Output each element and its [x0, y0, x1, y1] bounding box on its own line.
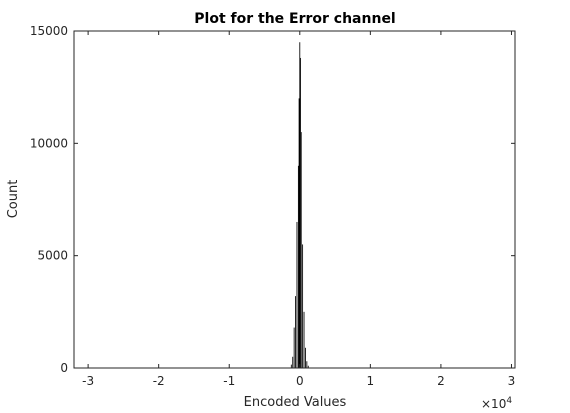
chart-title: Plot for the Error channel: [194, 11, 395, 27]
histogram-bar-8: [300, 57, 301, 369]
histogram-bar-4: [296, 221, 298, 368]
y-tick-label: 10000: [30, 136, 68, 150]
x-tick-label: -3: [82, 374, 94, 388]
x-tick-label: 1: [367, 374, 375, 388]
histogram-bar-12: [305, 347, 306, 368]
x-axis-ticks: -3 -2 -1 0 1 2 3: [82, 31, 515, 388]
histogram-bar-6: [298, 98, 300, 369]
histogram-bar-14: [307, 365, 309, 368]
plot-area-box: [73, 30, 516, 369]
x-axis-exponent: ×104: [481, 396, 512, 411]
y-axis-label: Count: [6, 180, 21, 219]
histogram-bar-13: [306, 361, 308, 368]
histogram-bar-11: [303, 311, 305, 368]
histogram-bar-1: [292, 356, 294, 368]
y-tick-label: 15000: [30, 24, 68, 38]
histogram-bar-0: [290, 364, 292, 368]
histogram-bar-7: [299, 42, 301, 368]
x-tick-label: -1: [223, 374, 235, 388]
x-axis-exponent-base: ×10: [481, 397, 506, 411]
histogram-bar-5: [297, 165, 299, 368]
x-tick-label: 2: [437, 374, 445, 388]
x-tick-label: 0: [296, 374, 304, 388]
histogram-bars: [290, 42, 309, 369]
histogram-bar-9: [300, 132, 302, 368]
x-axis-label: Encoded Values: [244, 395, 347, 410]
x-axis-exponent-power: 4: [506, 396, 512, 406]
histogram-bar-3: [295, 296, 296, 368]
y-tick-label: 0: [60, 361, 68, 375]
histogram-bar-10: [302, 244, 304, 368]
histogram-bar-2: [293, 327, 295, 368]
x-tick-label: -2: [153, 374, 165, 388]
y-axis-ticks: 0 5000 10000 15000: [30, 24, 515, 375]
y-tick-label: 5000: [37, 249, 68, 263]
x-tick-label: 3: [508, 374, 516, 388]
